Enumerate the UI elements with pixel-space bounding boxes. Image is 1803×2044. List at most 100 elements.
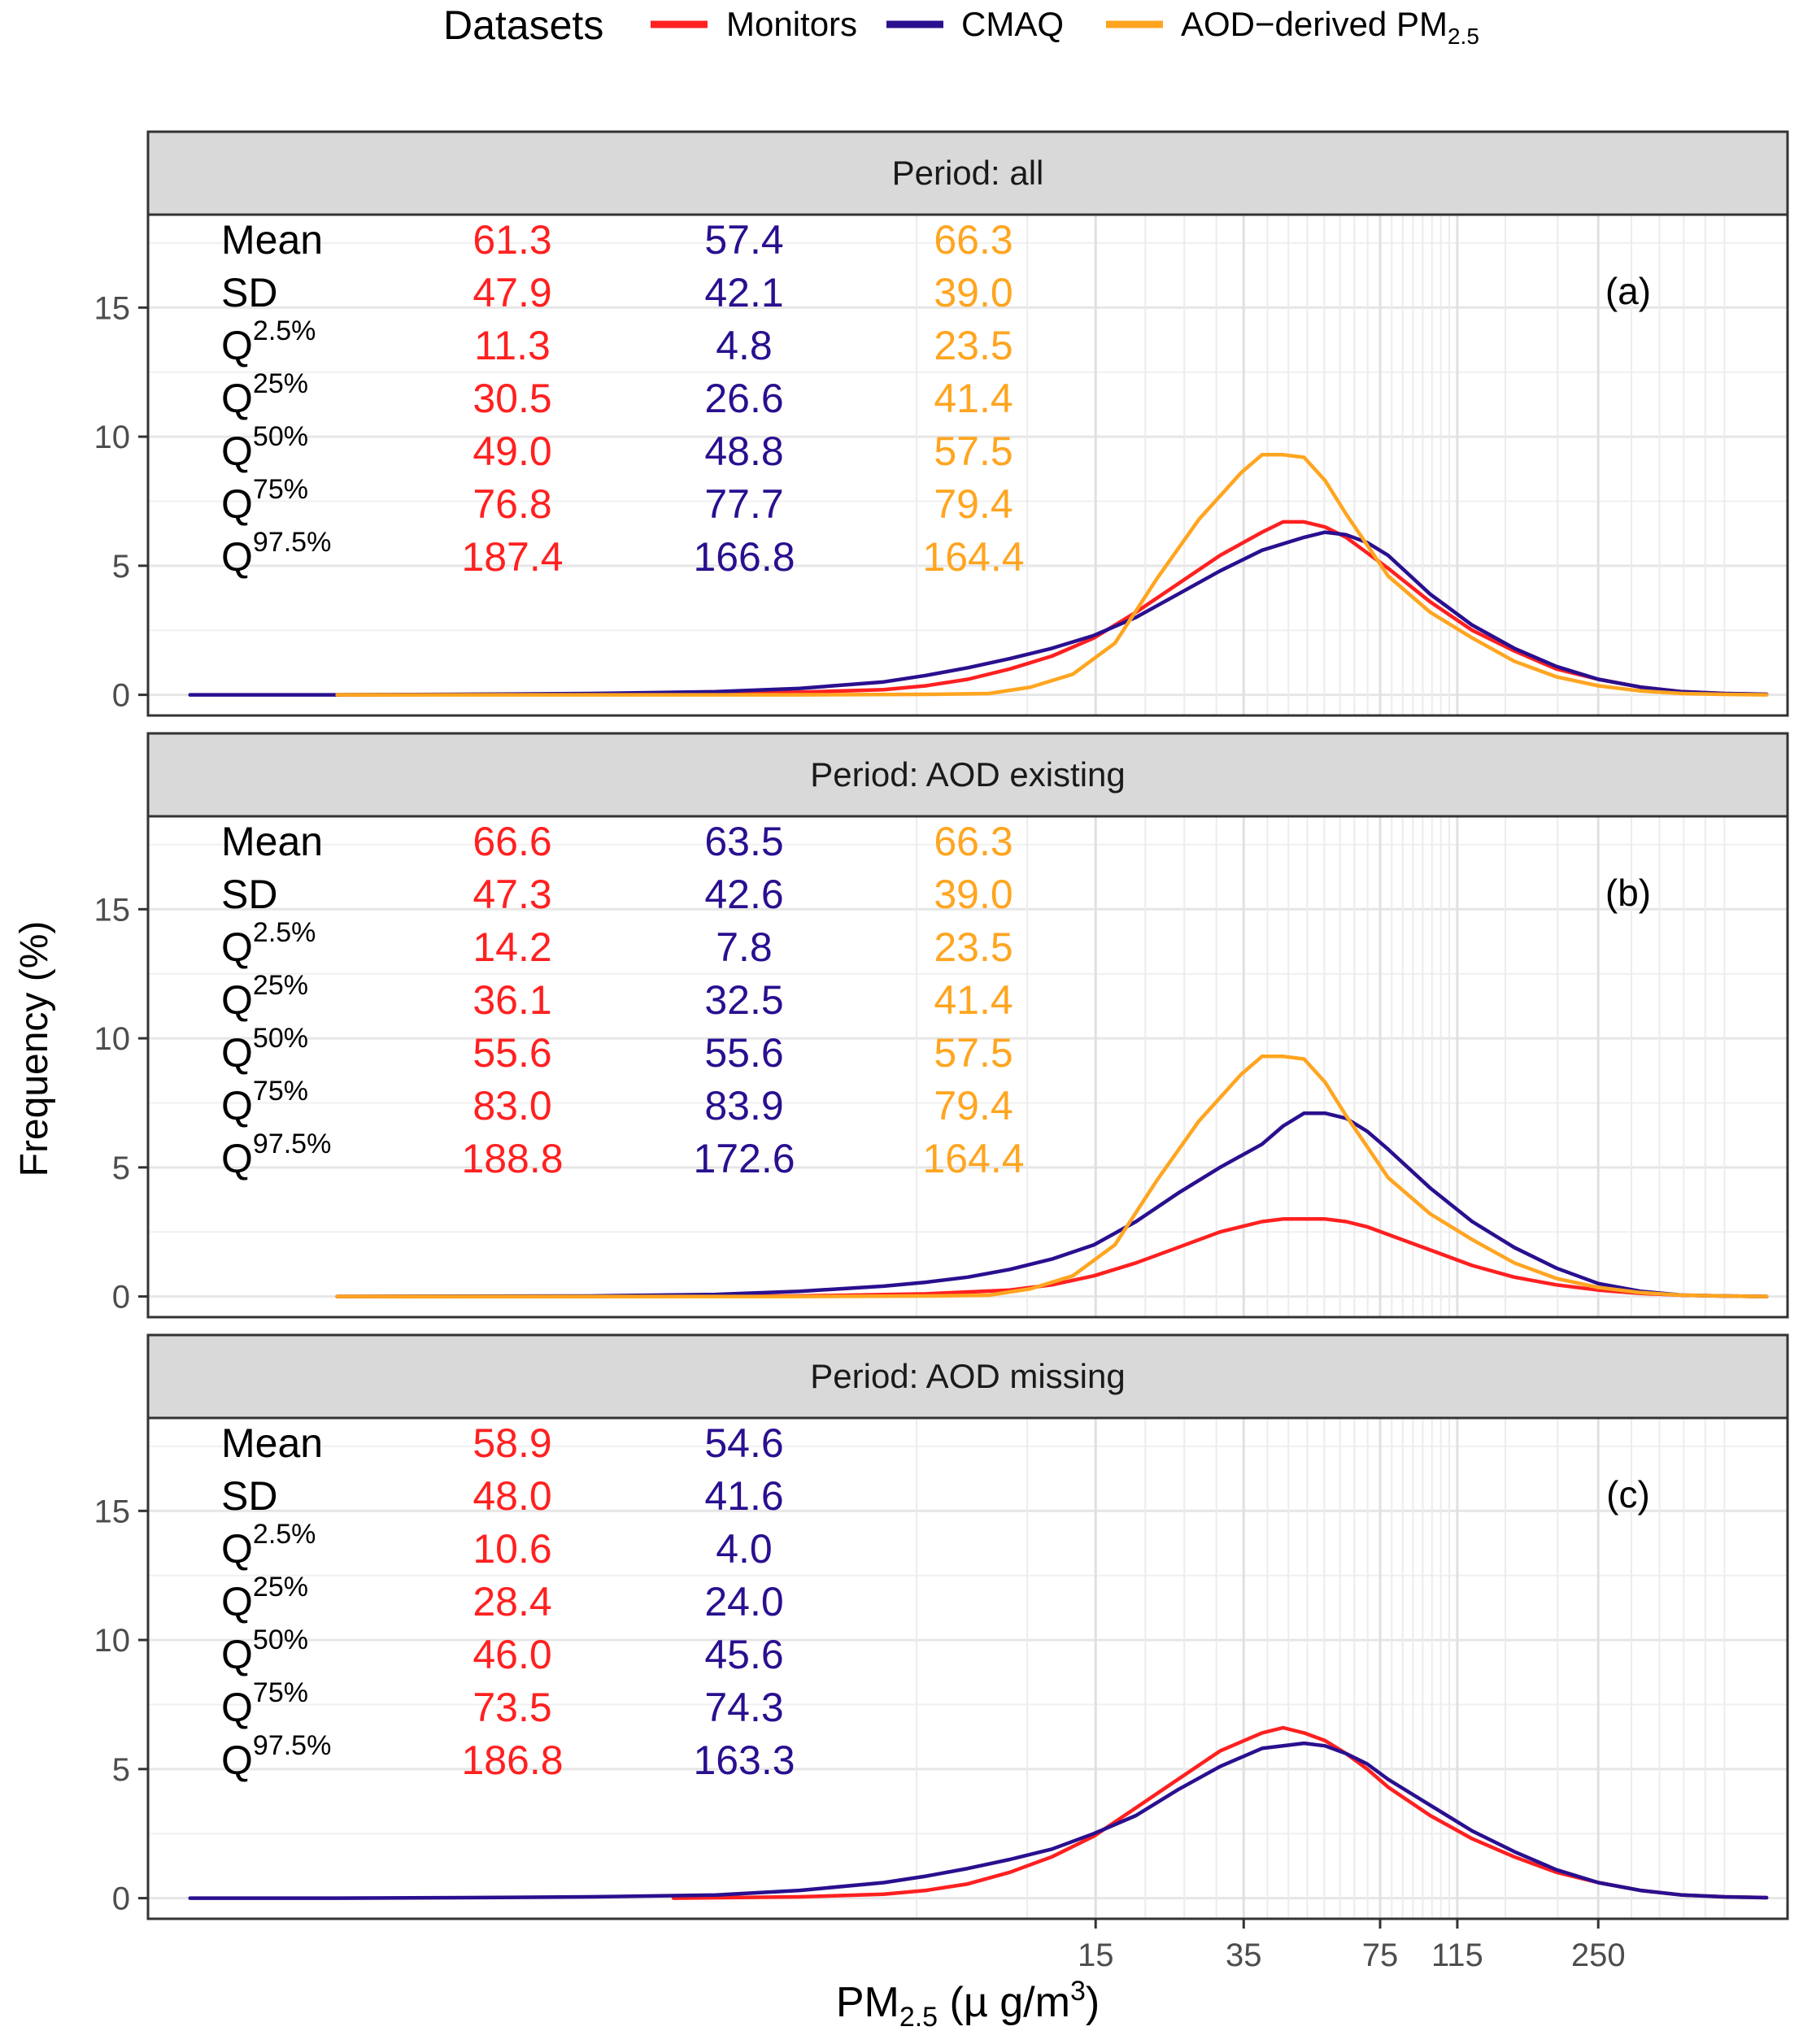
stat-value-monitors: 14.2 — [473, 924, 551, 970]
stat-value-monitors: 30.5 — [473, 376, 551, 421]
series-line-cmaq — [188, 1741, 1769, 1900]
facet-strip-label: Period: AOD existing — [810, 755, 1126, 794]
stat-value-monitors: 66.6 — [473, 819, 551, 864]
stat-value-monitors: 76.8 — [473, 481, 551, 527]
stat-value-cmaq: 77.7 — [704, 481, 783, 527]
plot-background — [148, 816, 1788, 1317]
facet-strip — [146, 732, 1789, 818]
stat-value-cmaq: 4.0 — [716, 1526, 773, 1572]
facet-strip-label: Period: all — [892, 154, 1044, 192]
legend-title: Datasets — [443, 2, 603, 48]
stat-value-monitors: 36.1 — [473, 977, 551, 1023]
panel-border — [146, 1416, 1789, 1920]
stat-value-cmaq: 7.8 — [716, 924, 773, 970]
x-tick-label: 75 — [1362, 1937, 1399, 1973]
panel-tag: (a) — [1605, 270, 1651, 312]
stat-value-cmaq: 83.9 — [704, 1083, 783, 1129]
legend-label-monitors: Monitors — [726, 5, 857, 43]
stat-value-cmaq: 41.6 — [704, 1473, 783, 1519]
stat-row-label: Q50% — [221, 1624, 308, 1677]
stat-value-cmaq: 55.6 — [704, 1030, 783, 1076]
stat-row-label: Q2.5% — [221, 315, 316, 368]
stat-value-aod: 66.3 — [934, 819, 1013, 864]
stat-value-cmaq: 24.0 — [704, 1579, 783, 1624]
x-axis: 15 35 75 115 250 — [1078, 1919, 1626, 1973]
stat-value-cmaq: 42.1 — [704, 270, 783, 315]
stat-row-label: Q25% — [221, 970, 308, 1023]
stat-value-cmaq: 163.3 — [693, 1737, 795, 1783]
stat-value-cmaq: 26.6 — [704, 376, 783, 421]
facet-panels: Period: all 0 5 10 15 Mean 61.3 57.4 66.3 SD 47.9 4… — [94, 130, 1789, 1920]
stat-row-label: Q75% — [221, 1076, 308, 1129]
series-line-aod — [335, 453, 1769, 697]
y-tick-label: 0 — [112, 678, 130, 714]
stat-value-monitors: 47.9 — [473, 270, 551, 315]
facet-strip — [146, 1333, 1789, 1420]
x-tick-label: 115 — [1431, 1937, 1483, 1973]
stat-value-cmaq: 54.6 — [704, 1420, 783, 1466]
stat-value-monitors: 47.3 — [473, 872, 551, 917]
y-tick-label: 10 — [94, 1021, 131, 1057]
stat-value-monitors: 83.0 — [473, 1083, 551, 1129]
panel-border — [146, 213, 1789, 717]
y-axis-title: Frequency (%) — [13, 921, 56, 1177]
stat-value-monitors: 11.3 — [474, 323, 551, 368]
stat-value-monitors: 46.0 — [473, 1632, 551, 1677]
stat-value-aod: 39.0 — [934, 872, 1013, 917]
stat-value-monitors: 10.6 — [473, 1526, 551, 1572]
y-tick-label: 15 — [94, 892, 131, 928]
x-tick-label: 250 — [1571, 1937, 1626, 1973]
stat-row-label: Mean — [221, 1420, 323, 1466]
stat-value-aod: 79.4 — [934, 1083, 1013, 1129]
y-tick-label: 0 — [112, 1280, 130, 1316]
x-axis-title: PM2.5 (µ g/m3) — [836, 1976, 1100, 2033]
stat-row-label: Q25% — [221, 1572, 308, 1624]
x-tick-label: 15 — [1078, 1937, 1114, 1973]
stat-value-aod: 66.3 — [934, 217, 1013, 263]
stat-value-monitors: 55.6 — [473, 1030, 551, 1076]
facet-strip — [146, 130, 1789, 216]
stat-row-label: Q50% — [221, 1023, 308, 1076]
stat-value-cmaq: 74.3 — [704, 1685, 783, 1730]
panel-2: Period: AOD existing 0 5 10 15 Mean 66.6 63.5 66… — [94, 732, 1789, 1319]
stat-value-aod: 23.5 — [934, 323, 1013, 368]
stat-value-monitors: 187.4 — [461, 534, 563, 580]
panel-border — [146, 815, 1789, 1319]
stat-value-monitors: 186.8 — [461, 1737, 563, 1783]
stat-row-label: SD — [221, 270, 277, 315]
stat-value-aod: 164.4 — [922, 1136, 1024, 1181]
stat-row-label: SD — [221, 872, 277, 917]
stat-row-label: Q97.5% — [221, 527, 331, 580]
panel-tag: (b) — [1605, 872, 1651, 914]
y-tick-label: 0 — [112, 1881, 130, 1917]
stat-value-monitors: 61.3 — [473, 217, 551, 263]
stat-value-aod: 79.4 — [934, 481, 1013, 527]
stat-value-monitors: 48.0 — [473, 1473, 551, 1519]
stat-row-label: Q2.5% — [221, 1519, 316, 1572]
legend-label-aod: AOD−derived PM2.5 — [1181, 5, 1479, 49]
stat-value-aod: 57.5 — [934, 1030, 1013, 1076]
panel-1: Period: all 0 5 10 15 Mean 61.3 57.4 66.3 SD 47.9 4… — [94, 130, 1789, 717]
stat-value-monitors: 73.5 — [473, 1685, 551, 1730]
panel-tag: (c) — [1606, 1473, 1650, 1516]
legend-label-cmaq: CMAQ — [961, 5, 1064, 43]
stat-value-cmaq: 166.8 — [693, 534, 795, 580]
legend: Datasets Monitors CMAQ AOD−derived PM2.5 — [443, 2, 1479, 49]
stat-value-cmaq: 32.5 — [704, 977, 783, 1023]
stat-value-cmaq: 45.6 — [704, 1632, 783, 1677]
stat-row-label: SD — [221, 1473, 277, 1519]
stat-value-aod: 23.5 — [934, 924, 1013, 970]
series-line-cmaq — [335, 1111, 1769, 1298]
series-line-aod — [335, 1055, 1769, 1298]
series-line-cmaq — [188, 530, 1769, 697]
stat-value-monitors: 49.0 — [473, 428, 551, 474]
stat-row-label: Mean — [221, 819, 323, 864]
stat-row-label: Q97.5% — [221, 1129, 331, 1181]
stat-value-cmaq: 4.8 — [716, 323, 773, 368]
stat-value-cmaq: 42.6 — [704, 872, 783, 917]
y-tick-label: 15 — [94, 290, 131, 326]
y-tick-label: 5 — [112, 1752, 130, 1788]
stat-row-label: Mean — [221, 217, 323, 263]
stat-row-label: Q75% — [221, 474, 308, 527]
